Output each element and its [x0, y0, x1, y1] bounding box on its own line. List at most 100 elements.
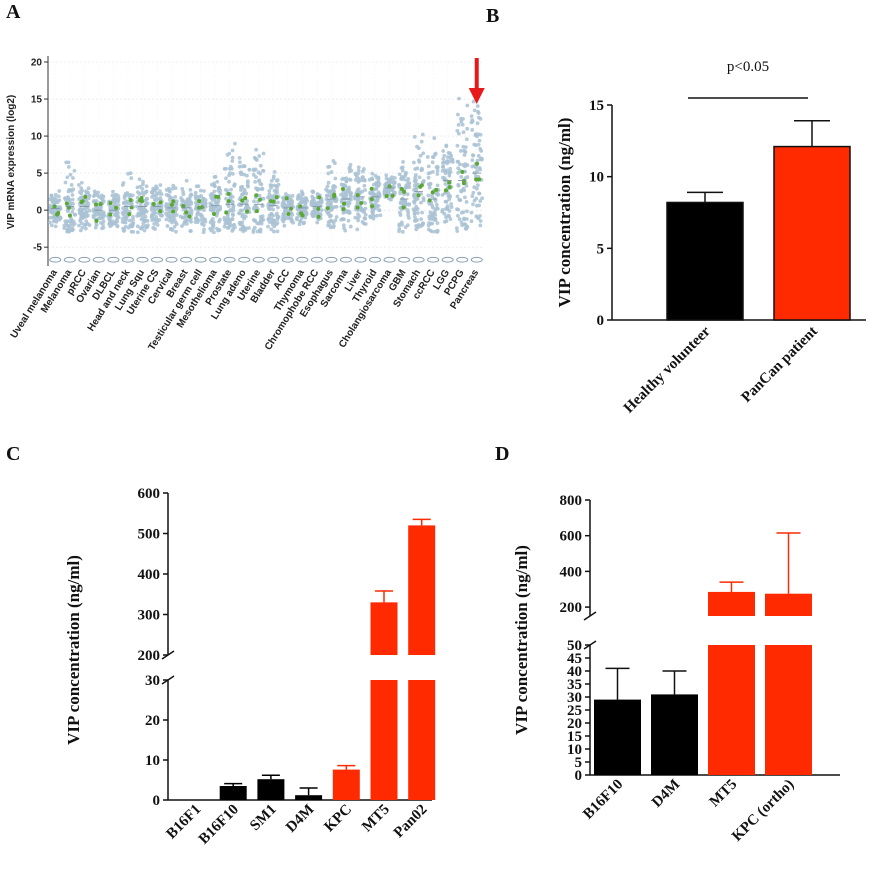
a-point: [333, 176, 338, 181]
a-ylabel: VIP mRNA expression (log2): [6, 95, 17, 229]
a-point: [465, 163, 470, 168]
a-point: [209, 191, 214, 196]
a-point: [58, 205, 62, 210]
a-point: [202, 223, 206, 228]
panel-letter-b: B: [486, 5, 499, 27]
a-point: [477, 165, 482, 170]
a-point: [131, 221, 136, 226]
a-ytick-label: 15: [31, 95, 43, 106]
a-point: [456, 213, 460, 218]
a-point: [392, 181, 397, 186]
a-point: [189, 201, 194, 206]
a-point: [57, 189, 62, 193]
a-point: [470, 128, 475, 132]
panel-b-chart: 0 5 10 15 Healthy volunteer PanCan patient p<0…: [555, 59, 866, 416]
a-point: [215, 179, 220, 184]
a-point: [66, 165, 71, 169]
a-point: [389, 175, 394, 180]
a-point: [480, 196, 485, 201]
d-ytick-label: 50: [567, 638, 582, 654]
a-point: [427, 221, 431, 225]
a-point: [85, 190, 90, 195]
a-point: [462, 148, 466, 153]
a-point: [401, 160, 405, 164]
a-point: [224, 196, 228, 201]
a-point: [355, 197, 359, 201]
a-point-green: [384, 194, 389, 199]
a-point: [473, 133, 478, 138]
a-point: [195, 211, 200, 216]
a-point: [403, 174, 408, 178]
a-point: [375, 213, 379, 218]
a-point: [426, 193, 431, 198]
a-point: [375, 198, 380, 203]
a-point-green: [284, 196, 289, 201]
a-point: [325, 210, 330, 215]
a-point: [363, 188, 367, 192]
a-point: [182, 219, 187, 224]
a-point: [472, 198, 477, 203]
a-point: [440, 165, 445, 169]
a-floor-cluster: [310, 256, 323, 263]
a-point: [421, 198, 426, 203]
a-point: [458, 149, 463, 153]
a-point: [113, 193, 118, 197]
a-point: [198, 188, 203, 193]
a-point: [225, 153, 230, 157]
a-point: [360, 196, 365, 201]
a-point: [158, 189, 162, 194]
a-point: [443, 182, 448, 186]
a-point: [363, 222, 368, 226]
a-point-green: [416, 193, 421, 198]
a-point-green: [224, 210, 229, 215]
d-ytick-label: 10: [567, 742, 582, 758]
a-point: [116, 203, 121, 207]
a-point: [203, 198, 208, 202]
b-ylabel: VIP concentration (ng/ml): [555, 118, 574, 308]
a-floor-cluster: [107, 256, 120, 263]
a-point: [397, 223, 402, 228]
a-point: [446, 194, 451, 198]
a-point: [65, 219, 69, 224]
a-point-green: [434, 187, 439, 192]
a-point: [398, 191, 403, 196]
a-point: [475, 158, 480, 163]
a-point: [286, 202, 291, 207]
a-point: [480, 157, 484, 162]
a-point: [463, 222, 467, 227]
a-point: [431, 205, 435, 210]
a-point: [332, 189, 336, 194]
a-point: [476, 109, 480, 114]
a-point: [253, 179, 258, 184]
c-category-label: MT5: [359, 802, 393, 836]
d-ytick-label: 45: [567, 651, 582, 667]
a-point: [47, 220, 52, 225]
c-bar-upper: [370, 602, 398, 655]
a-floor-cluster: [470, 256, 483, 263]
a-point: [368, 190, 372, 195]
a-point: [447, 214, 452, 219]
a-point: [297, 193, 301, 197]
a-point: [442, 219, 447, 224]
a-point: [287, 196, 292, 200]
a-point: [455, 194, 460, 199]
a-point-green: [108, 212, 113, 217]
a-point: [70, 197, 75, 202]
a-point: [152, 222, 157, 226]
a-point: [113, 221, 118, 226]
b-ytick-label: 10: [589, 170, 604, 186]
a-floor-cluster: [78, 256, 91, 263]
a-point: [184, 201, 189, 206]
a-point: [457, 96, 461, 101]
a-point: [135, 224, 140, 229]
a-point: [155, 223, 160, 227]
a-point: [442, 176, 447, 181]
a-point-green: [98, 202, 103, 207]
a-floor-cluster: [252, 256, 265, 263]
a-point-green: [52, 204, 57, 209]
a-point: [460, 223, 465, 228]
a-floor-cluster: [180, 256, 193, 263]
a-point: [432, 196, 437, 201]
a-point: [347, 169, 352, 174]
a-point: [356, 165, 361, 170]
